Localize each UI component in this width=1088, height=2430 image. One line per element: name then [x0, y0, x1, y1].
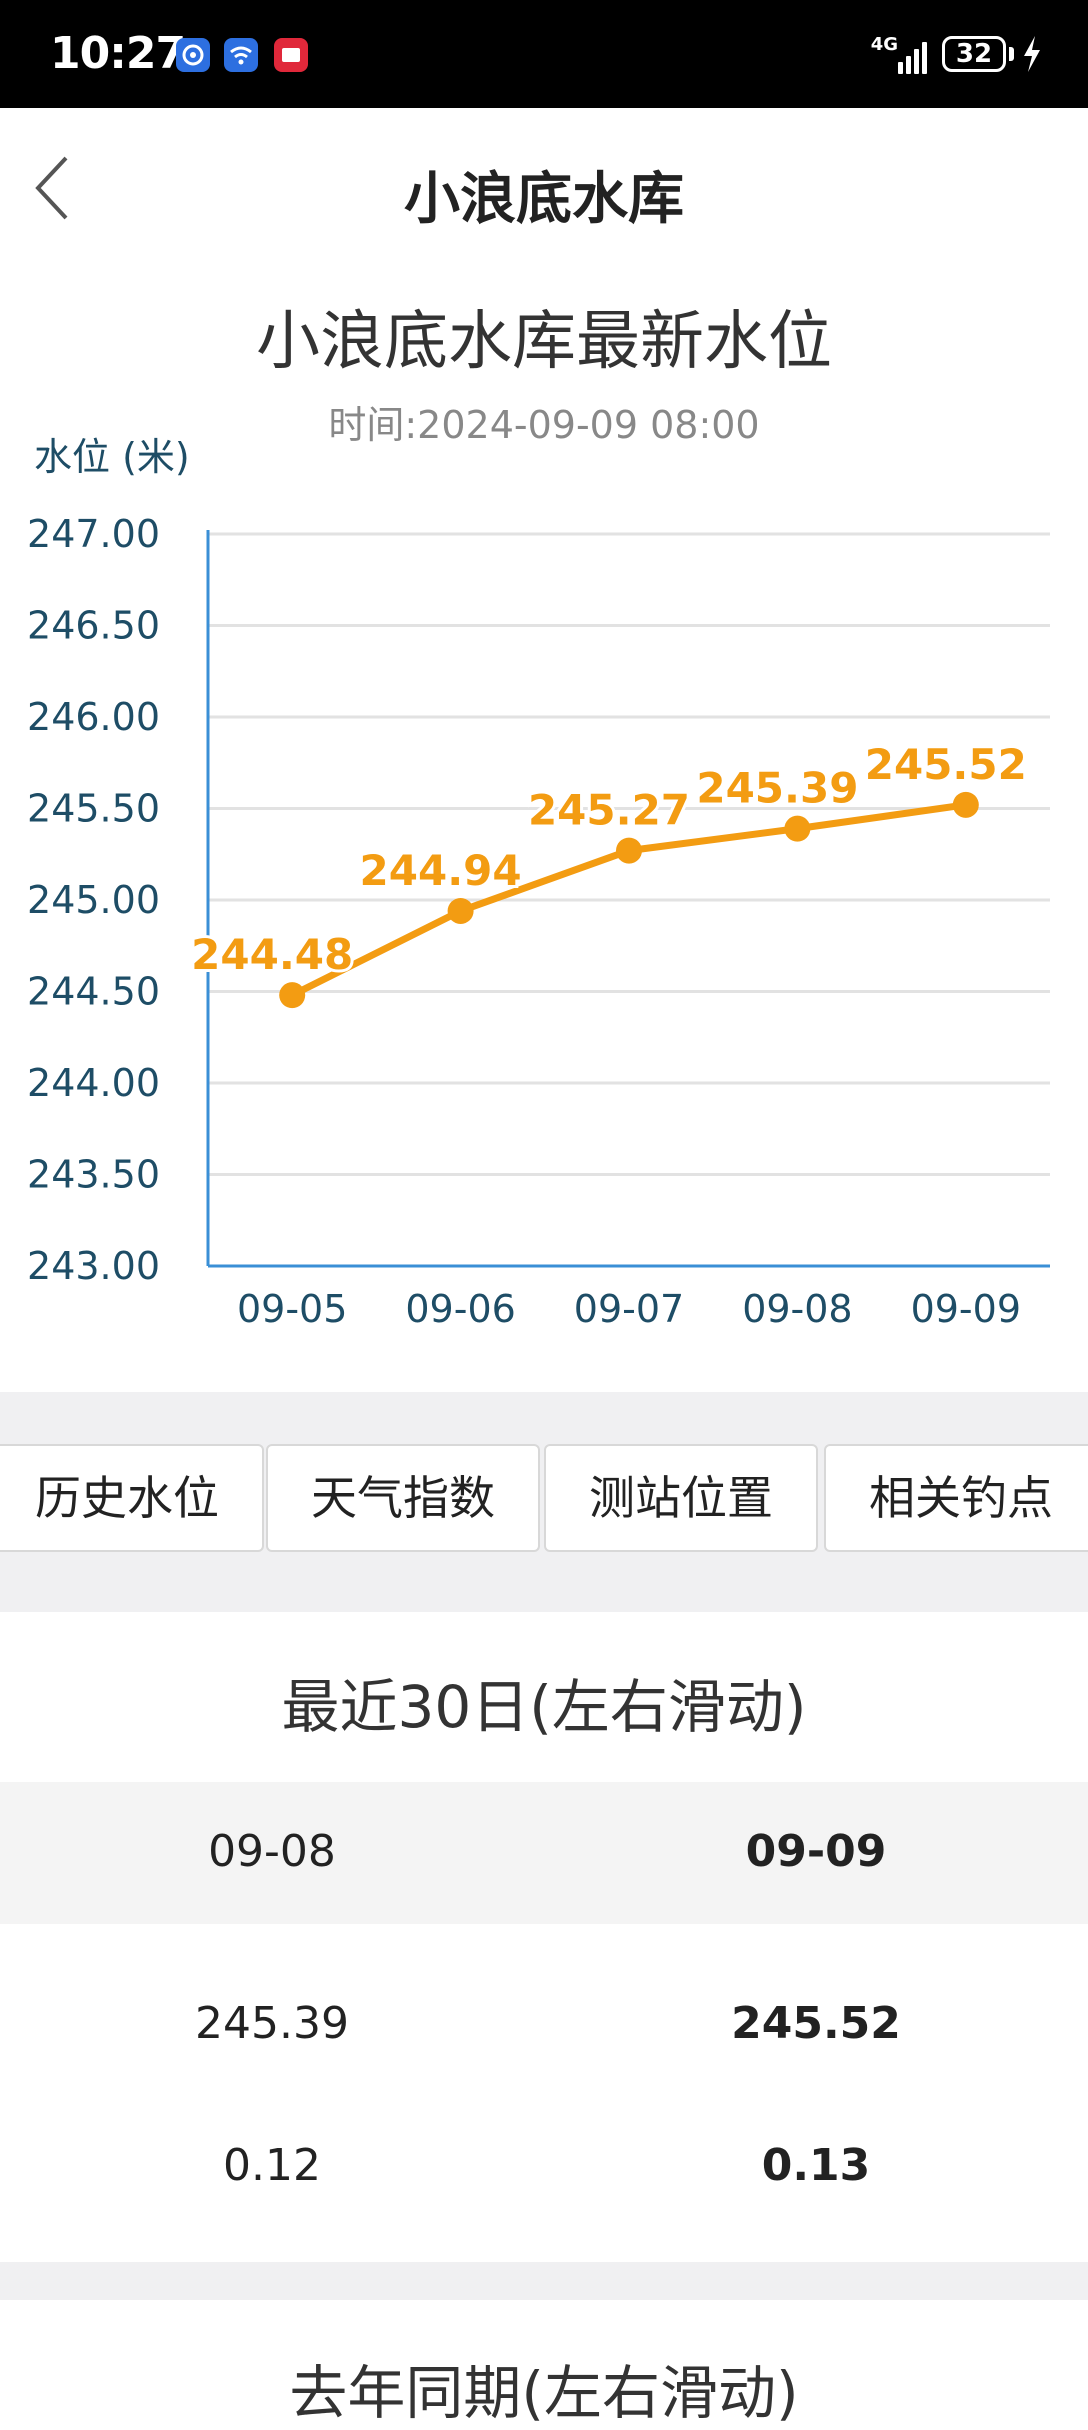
y-tick-label: 246.00: [27, 695, 160, 739]
data-label: 245.27: [528, 786, 690, 835]
data-label: 244.94: [360, 846, 522, 895]
x-tick-label: 09-07: [574, 1287, 684, 1331]
date-cell: 09-08: [208, 1826, 336, 1877]
last-year-section-title: 去年同期(左右滑动): [289, 2359, 799, 2427]
chart-subtitle: 时间:2024-09-09 08:00: [328, 403, 760, 447]
recent-section-title: 最近30日(左右滑动): [281, 1673, 807, 1741]
app-shield-icon: [176, 38, 210, 72]
y-tick-label: 246.50: [27, 604, 160, 648]
section-divider: [0, 2262, 1088, 2300]
data-point: [616, 837, 642, 864]
change-cell: 0.12: [223, 2140, 321, 2191]
app-header: 小浪底水库: [0, 108, 1088, 268]
y-tick-label: 245.00: [27, 878, 160, 922]
tab-fishing-spots[interactable]: 相关钓点: [824, 1444, 1088, 1552]
data-point: [784, 815, 811, 842]
status-bar: 10:27 4G 32: [0, 0, 1088, 108]
tab-station-location[interactable]: 测站位置: [544, 1444, 818, 1552]
change-cell: 0.13: [761, 2140, 871, 2191]
water-level-chart: 水位 (米) 243.00 243.50 244.00 244.50 245.00 245…: [27, 435, 1050, 1331]
tab-weather-index[interactable]: 天气指数: [266, 1444, 540, 1552]
chart-title: 小浪底水库最新水位: [256, 305, 832, 379]
tab-bar: 历史水位 天气指数 测站位置 相关钓点: [0, 1392, 1088, 1612]
level-cell: 245.39: [195, 1998, 349, 2049]
y-tick-label: 245.50: [27, 787, 160, 831]
table-row-levels[interactable]: 245.39 245.52: [0, 1924, 1088, 2064]
y-tick-label: 247.00: [27, 512, 160, 556]
signal-strength-icon: [898, 40, 930, 74]
y-tick-label: 243.50: [27, 1153, 160, 1197]
data-label: 244.48: [191, 930, 353, 979]
data-point: [447, 897, 474, 924]
page-title: 小浪底水库: [404, 167, 684, 232]
network-type-label: 4G: [870, 34, 898, 55]
charging-icon: [1024, 36, 1040, 72]
x-tick-label: 09-05: [237, 1287, 347, 1331]
wifi-app-icon: [224, 38, 258, 72]
y-tick-label: 244.50: [27, 970, 160, 1014]
y-tick-label: 244.00: [27, 1061, 160, 1105]
chevron-left-icon[interactable]: [30, 148, 80, 228]
data-point: [279, 982, 306, 1009]
y-axis-label: 水位 (米): [34, 435, 190, 479]
tab-history-level[interactable]: 历史水位: [0, 1444, 264, 1552]
level-cell: 245.52: [731, 1998, 901, 2049]
battery-tip: [1009, 47, 1014, 61]
data-point: [952, 791, 979, 818]
table-row-changes[interactable]: 0.12 0.13: [0, 2064, 1088, 2191]
x-tick-label: 09-06: [405, 1287, 515, 1331]
status-time: 10:27: [50, 28, 186, 79]
data-label: 245.52: [865, 740, 1027, 789]
data-label: 245.39: [696, 764, 858, 813]
x-tick-label: 09-08: [742, 1287, 852, 1331]
red-app-icon: [274, 38, 308, 72]
battery-icon: 32: [942, 36, 1006, 72]
x-tick-label: 09-09: [911, 1287, 1021, 1331]
y-tick-label: 243.00: [27, 1244, 160, 1288]
table-row-dates[interactable]: 09-08 09-09: [0, 1782, 1088, 1924]
battery-level: 32: [955, 39, 993, 69]
date-cell: 09-09: [745, 1826, 887, 1877]
